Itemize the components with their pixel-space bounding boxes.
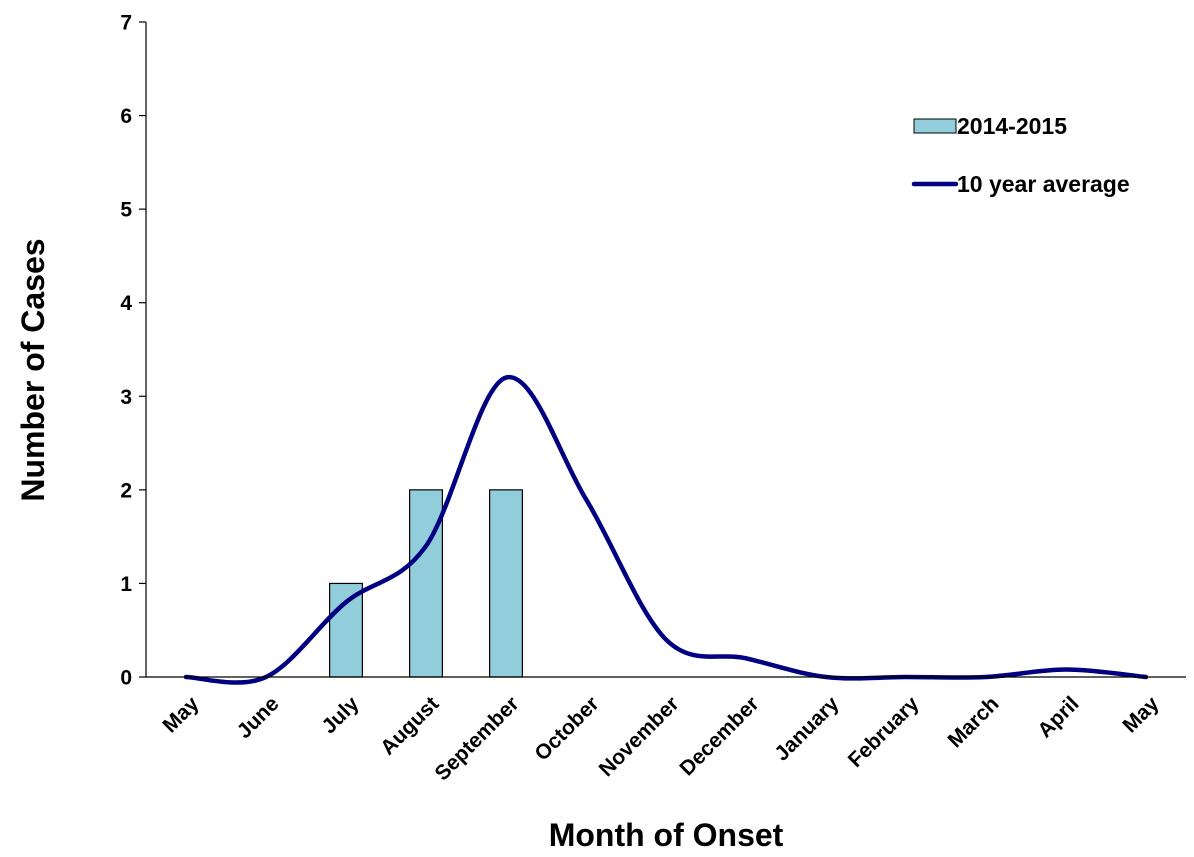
y-tick-label: 7 [120, 12, 132, 35]
x-tick-label: November [595, 692, 684, 781]
y-tick-label: 0 [120, 667, 132, 690]
x-tick-label: March [944, 692, 1004, 752]
x-tick-label: July [318, 692, 364, 738]
x-axis-title: Month of Onset [549, 817, 784, 853]
legend-swatch-2014-2015 [913, 118, 957, 134]
x-tick-label: May [158, 692, 203, 737]
x-tick-label: August [376, 692, 443, 759]
x-tick-label: April [1033, 692, 1083, 742]
legend-label-2014-2015: 2014-2015 [957, 113, 1067, 139]
y-ticks: 0 1 2 3 4 5 6 7 [120, 12, 146, 690]
y-tick-label: 3 [120, 386, 132, 409]
bars-layer [329, 489, 524, 678]
x-tick-label: February [844, 692, 924, 772]
y-tick-label: 2 [120, 479, 132, 502]
y-tick-label: 1 [120, 573, 132, 596]
bar-2014-2015 [489, 489, 524, 678]
x-tick-label: October [530, 692, 603, 765]
y-axis-title: Number of Cases [15, 238, 51, 501]
x-tick-label: January [770, 692, 843, 765]
y-tick-label: 6 [120, 105, 132, 128]
x-tick-label: December [675, 692, 763, 780]
bar-2014-2015 [329, 582, 364, 678]
bar-2014-2015 [409, 489, 444, 678]
legend-label-10-year-average: 10 year average [957, 171, 1130, 197]
axes-layer [145, 22, 1186, 678]
x-tick-label: June [233, 692, 284, 743]
x-tick-label: September [431, 692, 524, 785]
y-tick-label: 4 [120, 292, 132, 315]
x-tick-label: May [1118, 692, 1163, 737]
legend: 2014-2015 10 year average [911, 113, 1130, 197]
y-tick-label: 5 [120, 199, 132, 222]
